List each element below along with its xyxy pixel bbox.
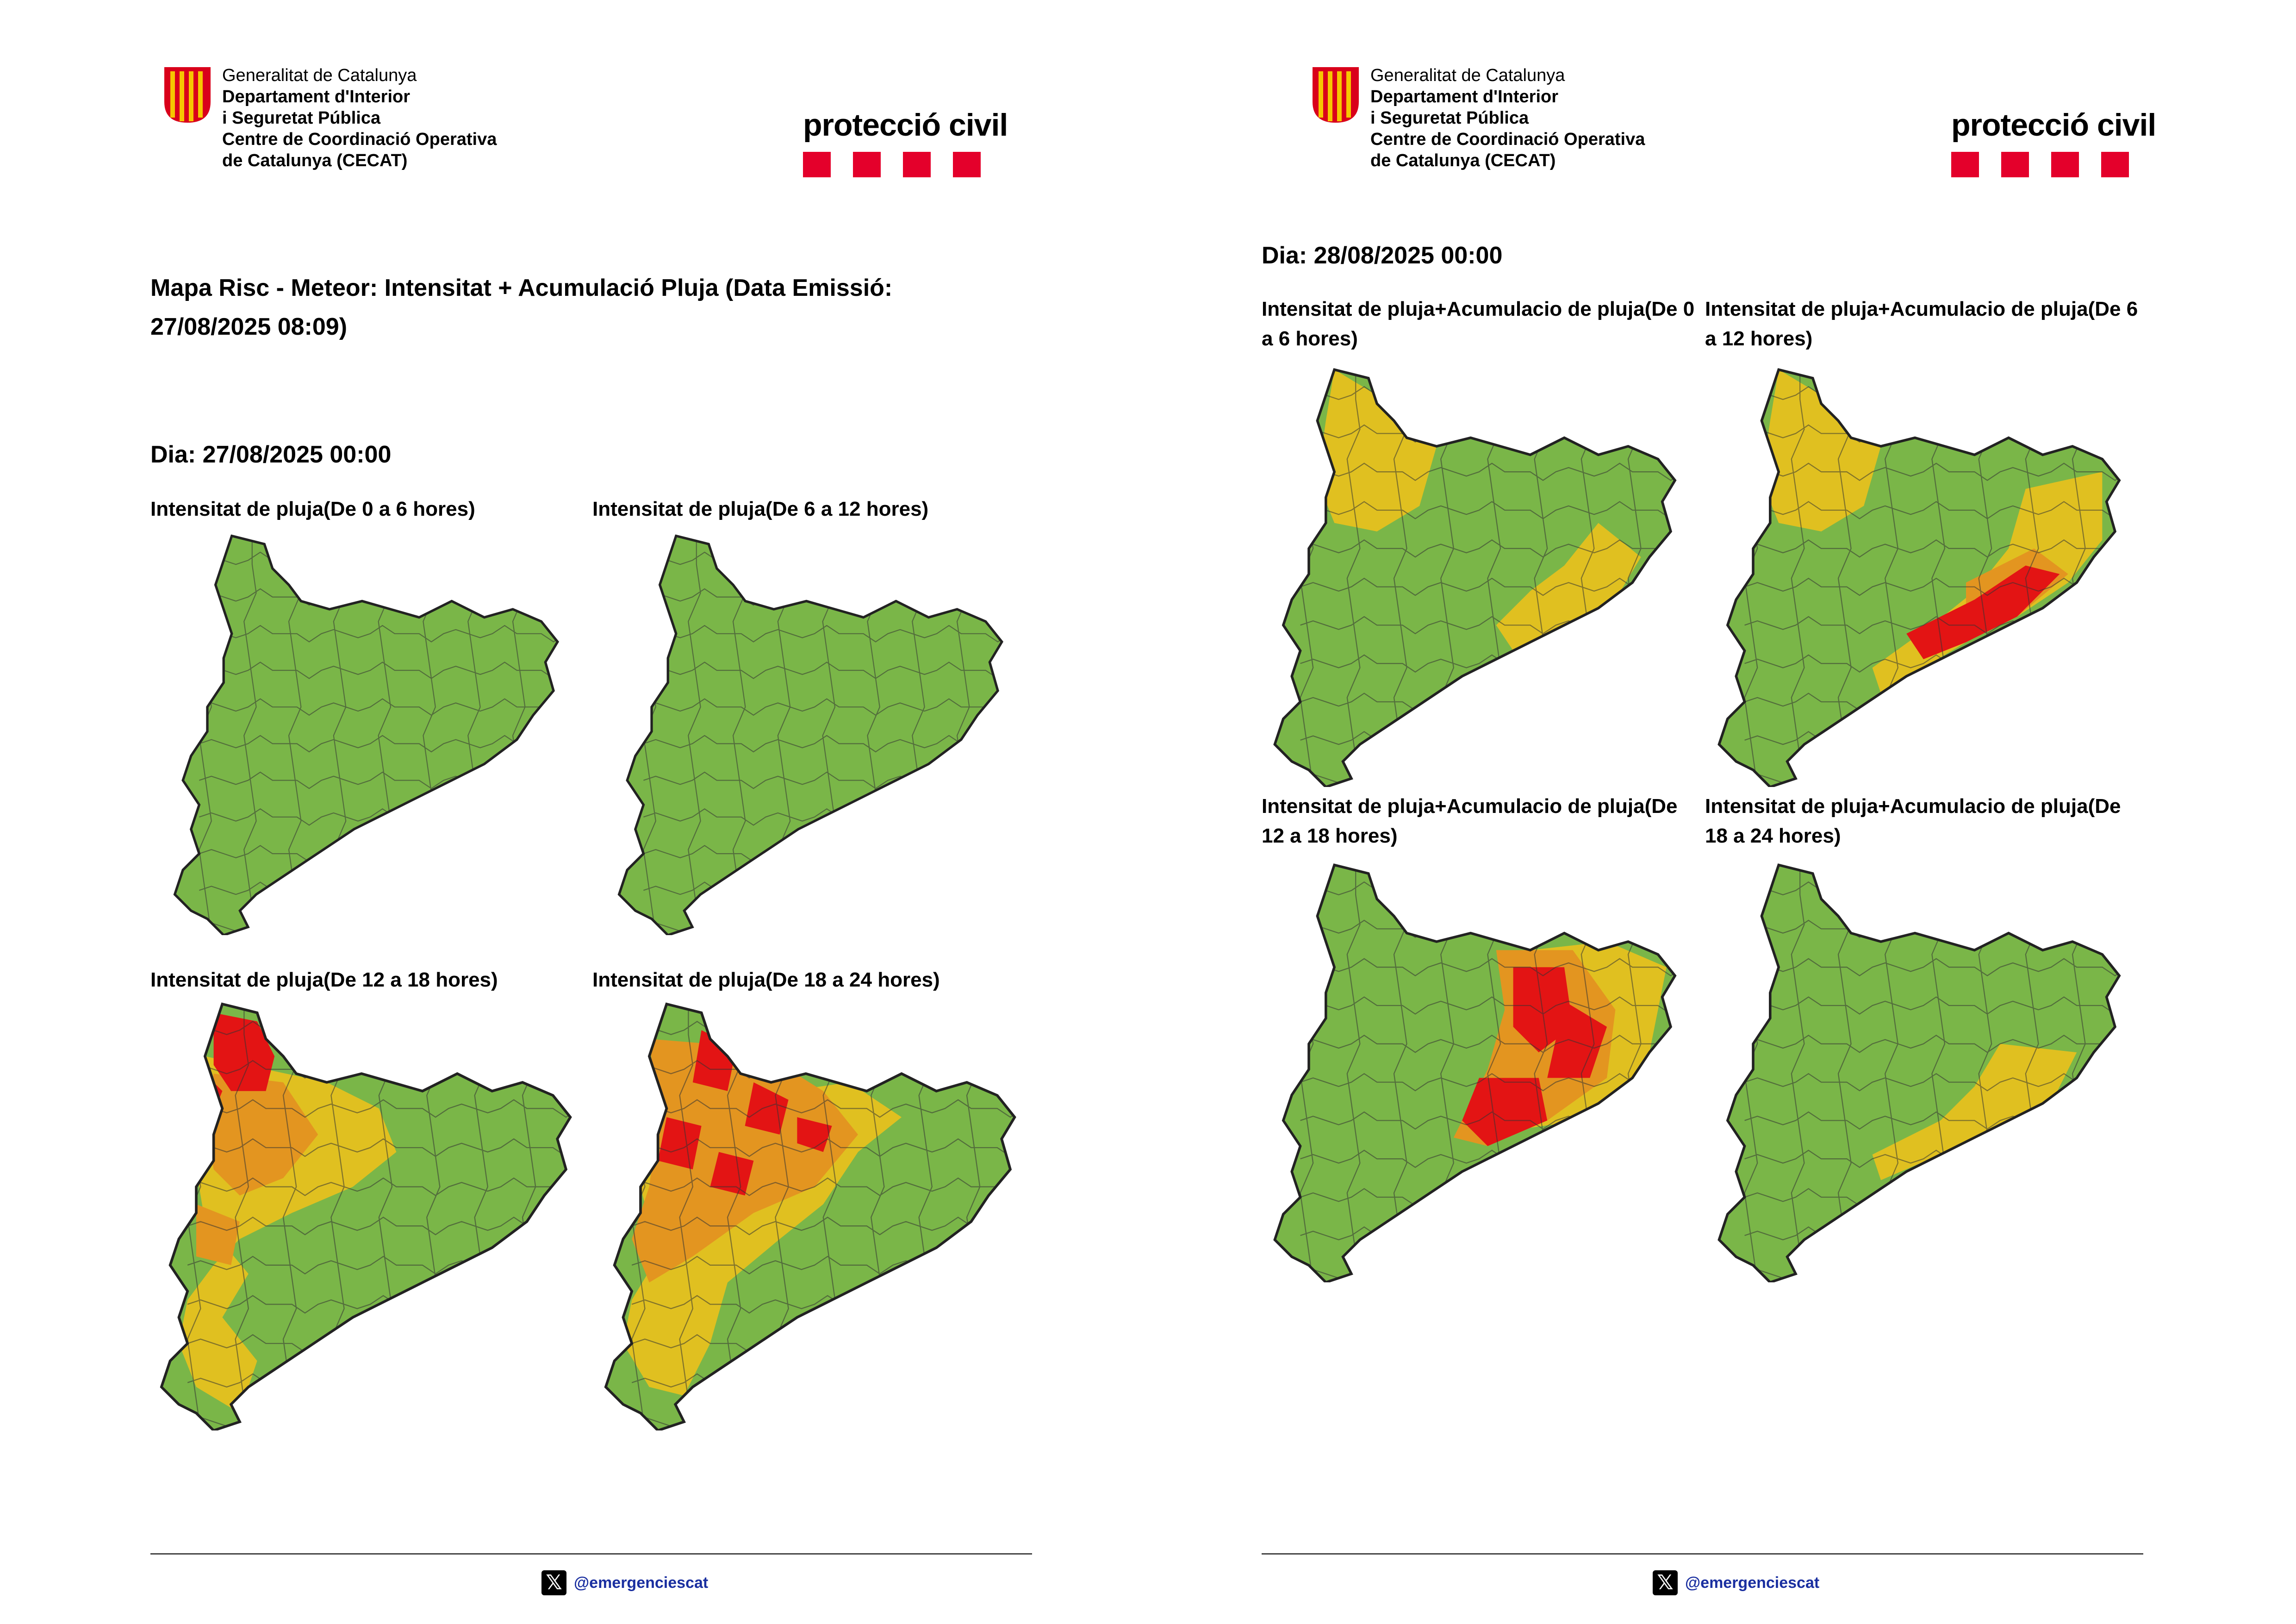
catalonia-risk-map <box>617 534 1004 935</box>
catalonia-risk-map <box>173 534 560 935</box>
catalonia-outline <box>1273 863 1677 1282</box>
proteccio-civil-logo: protecció civil <box>803 106 1008 177</box>
gencat-line-1: Generalitat de Catalunya <box>1370 66 1565 85</box>
gencat-line-4: Centre de Coordinació Operativa <box>1370 130 1645 149</box>
gencat-line-4: Centre de Coordinació Operativa <box>222 130 497 149</box>
proteccio-civil-wordmark: protecció civil <box>1951 107 2156 143</box>
catalonia-outline <box>604 1002 1016 1430</box>
social-handle-link[interactable]: @emergenciescat <box>1685 1574 1820 1592</box>
gencat-shield-logo <box>1313 67 1359 123</box>
risk-zone-high <box>745 1082 789 1135</box>
risk-zone-high <box>710 1152 754 1196</box>
risk-zone-medium <box>205 1074 318 1196</box>
proteccio-civil-logo: protecció civil <box>1951 106 2156 177</box>
region-no-risk <box>174 536 558 935</box>
red-square-icon <box>853 152 881 177</box>
map-caption: Intensitat de pluja+Acumulacio de pluja(… <box>1705 795 2121 847</box>
catalonia-outline <box>1717 368 2121 787</box>
proteccio-civil-squares <box>1951 152 2156 177</box>
catalonia-outline <box>173 534 560 935</box>
catalonia-outline <box>160 1002 572 1430</box>
map-caption: Intensitat de pluja(De 0 a 6 hores) <box>150 498 475 520</box>
map-caption: Intensitat de pluja+Acumulacio de pluja(… <box>1262 795 1678 847</box>
gencat-line-2: Departament d'Interior <box>1370 87 1558 106</box>
catalonia-risk-map <box>1273 863 1677 1282</box>
gencat-department-text: Generalitat de Catalunya Departament d'I… <box>1370 65 1645 171</box>
gencat-line-3: i Seguretat Pública <box>222 108 381 128</box>
social-handle-link[interactable]: @emergenciescat <box>574 1574 709 1592</box>
map-caption: Intensitat de pluja+Acumulacio de pluja(… <box>1262 298 1695 350</box>
catalonia-outline <box>1717 863 2121 1282</box>
risk-zone-high <box>213 1012 275 1091</box>
red-square-icon <box>903 152 931 177</box>
page-header: Generalitat de Catalunya Departament d'I… <box>1148 60 2296 181</box>
red-square-icon <box>953 152 981 177</box>
gencat-line-1: Generalitat de Catalunya <box>222 66 417 85</box>
gencat-department-text: Generalitat de Catalunya Departament d'I… <box>222 65 497 171</box>
gencat-line-5: de Catalunya (CECAT) <box>1370 151 1556 170</box>
footer-divider <box>1262 1553 2143 1555</box>
proteccio-civil-squares <box>803 152 1008 177</box>
risk-zone-low <box>1496 523 1641 651</box>
red-square-icon <box>2101 152 2129 177</box>
risk-zone-low <box>1872 1043 2077 1181</box>
red-square-icon <box>803 152 831 177</box>
footer-divider <box>150 1553 1032 1555</box>
risk-zone-high <box>1462 1078 1548 1146</box>
risk-zone-high <box>797 1117 832 1152</box>
map-caption: Intensitat de pluja(De 12 a 18 hores) <box>150 968 498 991</box>
catalonia-outline <box>1273 368 1677 787</box>
catalonia-outline <box>617 534 1004 935</box>
document-page-2: Generalitat de Catalunya Departament d'I… <box>1148 0 2296 1624</box>
catalonia-risk-map <box>1717 368 2121 787</box>
document-title: Mapa Risc - Meteor: Intensitat + Acumula… <box>150 275 893 340</box>
page-header: Generalitat de Catalunya Departament d'I… <box>0 60 1148 181</box>
day-label: Dia: 28/08/2025 00:00 <box>1262 242 1503 269</box>
gencat-line-5: de Catalunya (CECAT) <box>222 151 408 170</box>
risk-zone-high <box>1906 565 2060 659</box>
catalonia-risk-map <box>1273 368 1677 787</box>
risk-zone-high <box>1547 1001 1607 1078</box>
map-caption: Intensitat de pluja+Acumulacio de pluja(… <box>1705 298 2138 350</box>
map-caption: Intensitat de pluja(De 6 a 12 hores) <box>592 498 929 520</box>
region-no-risk <box>1719 865 2120 1282</box>
gencat-shield-logo <box>164 67 211 123</box>
risk-zone-medium <box>196 1204 240 1265</box>
x-logo-icon: 𝕏 <box>1653 1570 1678 1595</box>
red-square-icon <box>2001 152 2029 177</box>
map-caption: Intensitat de pluja(De 18 a 24 hores) <box>592 968 940 991</box>
catalonia-risk-map <box>604 1002 1016 1430</box>
catalonia-risk-map <box>1717 863 2121 1282</box>
proteccio-civil-wordmark: protecció civil <box>803 107 1008 143</box>
risk-zone-low <box>1317 369 1437 531</box>
gencat-line-2: Departament d'Interior <box>222 87 410 106</box>
x-logo-icon: 𝕏 <box>541 1570 566 1595</box>
red-square-icon <box>2051 152 2079 177</box>
day-label: Dia: 27/08/2025 00:00 <box>150 441 392 468</box>
document-page-1: Generalitat de Catalunya Departament d'I… <box>0 60 1148 1595</box>
gencat-line-3: i Seguretat Pública <box>1370 108 1529 128</box>
risk-zone-low <box>1761 369 1881 531</box>
region-no-risk <box>619 536 1002 935</box>
catalonia-risk-map <box>160 1002 572 1430</box>
red-square-icon <box>1951 152 1979 177</box>
risk-zone-high <box>658 1117 702 1169</box>
